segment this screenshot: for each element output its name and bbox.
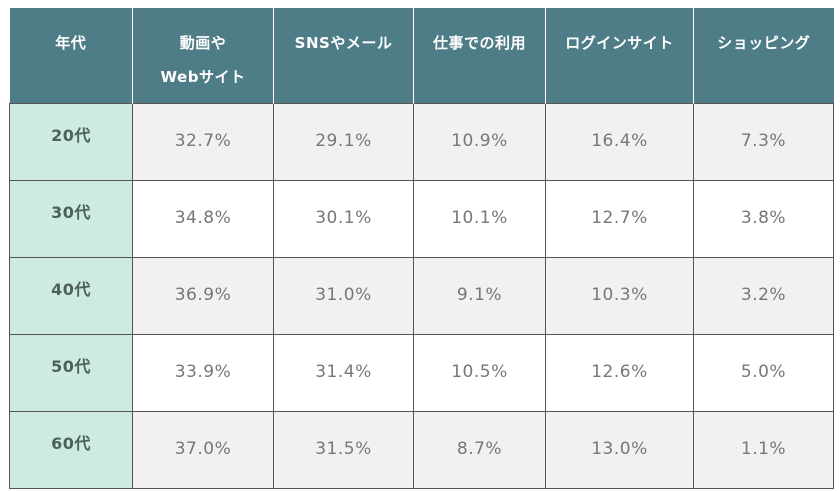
value-cell: 31.5%: [273, 410, 414, 489]
header-sns-mail: SNSやメール: [273, 8, 414, 103]
header-age: 年代: [9, 8, 133, 103]
value-cell: 36.9%: [132, 256, 274, 335]
value-cell: 12.6%: [545, 333, 694, 412]
age-cell: 60代: [9, 410, 133, 489]
header-shopping: ショッピング: [693, 8, 834, 103]
value-cell: 13.0%: [545, 410, 694, 489]
table-row: 60代 37.0% 31.5% 8.7% 13.0% 1.1%: [9, 410, 834, 489]
header-video-web: 動画や Webサイト: [132, 8, 274, 103]
value-cell: 7.3%: [693, 102, 834, 181]
value-cell: 10.5%: [413, 333, 546, 412]
usage-by-age-table: 年代 動画や Webサイト SNSやメール 仕事での利用 ログインサイト ショッピ…: [9, 8, 834, 489]
value-cell: 29.1%: [273, 102, 414, 181]
value-cell: 10.3%: [545, 256, 694, 335]
age-cell: 20代: [9, 102, 133, 181]
value-cell: 37.0%: [132, 410, 274, 489]
value-cell: 10.1%: [413, 179, 546, 258]
value-cell: 5.0%: [693, 333, 834, 412]
table-row: 40代 36.9% 31.0% 9.1% 10.3% 3.2%: [9, 256, 834, 335]
value-cell: 3.8%: [693, 179, 834, 258]
value-cell: 31.0%: [273, 256, 414, 335]
table-row: 20代 32.7% 29.1% 10.9% 16.4% 7.3%: [9, 102, 834, 181]
table-row: 50代 33.9% 31.4% 10.5% 12.6% 5.0%: [9, 333, 834, 412]
value-cell: 12.7%: [545, 179, 694, 258]
table-row: 30代 34.8% 30.1% 10.1% 12.7% 3.8%: [9, 179, 834, 258]
value-cell: 10.9%: [413, 102, 546, 181]
value-cell: 33.9%: [132, 333, 274, 412]
age-cell: 40代: [9, 256, 133, 335]
age-cell: 50代: [9, 333, 133, 412]
value-cell: 31.4%: [273, 333, 414, 412]
value-cell: 8.7%: [413, 410, 546, 489]
header-row: 年代 動画や Webサイト SNSやメール 仕事での利用 ログインサイト ショッピ…: [9, 8, 834, 103]
value-cell: 32.7%: [132, 102, 274, 181]
header-work: 仕事での利用: [413, 8, 546, 103]
value-cell: 34.8%: [132, 179, 274, 258]
value-cell: 16.4%: [545, 102, 694, 181]
value-cell: 30.1%: [273, 179, 414, 258]
value-cell: 1.1%: [693, 410, 834, 489]
value-cell: 9.1%: [413, 256, 546, 335]
age-cell: 30代: [9, 179, 133, 258]
header-login-site: ログインサイト: [545, 8, 694, 103]
value-cell: 3.2%: [693, 256, 834, 335]
